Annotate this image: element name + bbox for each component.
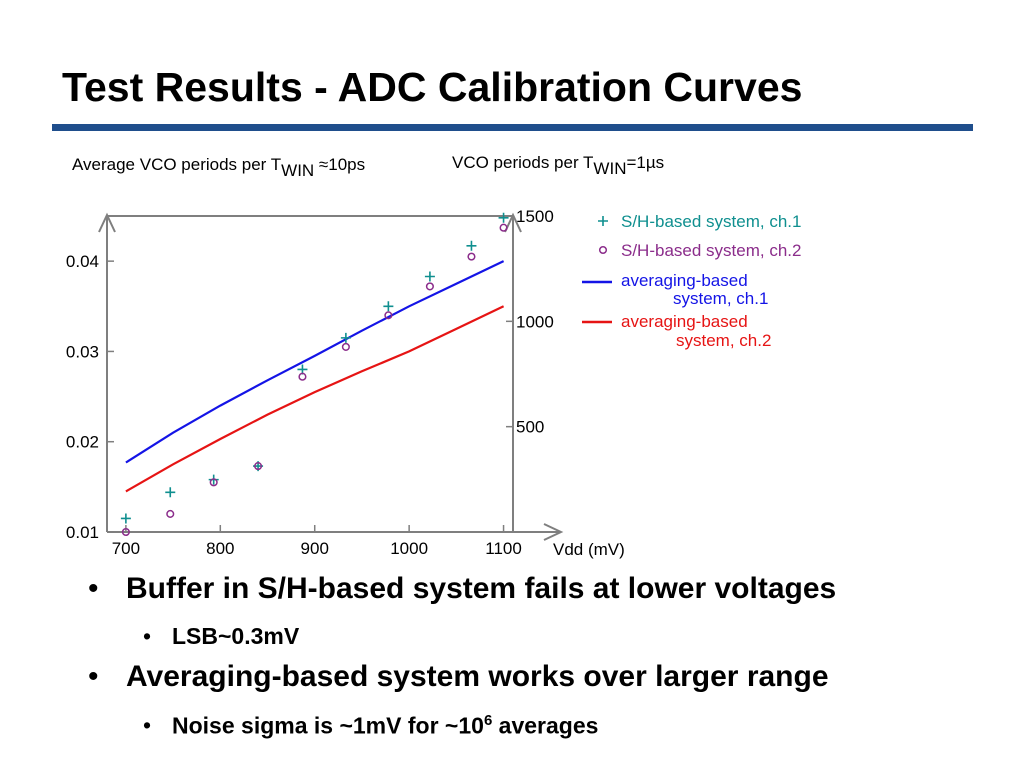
x-axis-label: Vdd (mV): [553, 540, 625, 559]
x-tick-label: 800: [206, 539, 234, 558]
data-point-circle: [384, 311, 393, 320]
data-point-plus: [165, 487, 176, 498]
data-point-circle: [121, 527, 130, 537]
data-point-plus: [383, 301, 394, 312]
data-point-plus: [498, 212, 509, 223]
x-tick-label: 1100: [485, 539, 522, 558]
x-tick-label: 900: [301, 539, 329, 558]
data-point-circle: [209, 478, 218, 487]
x-tick-label: 1000: [390, 539, 428, 558]
left-axis-title: Average VCO periods per TWIN ≈10ps: [72, 155, 365, 180]
data-point-plus: [340, 332, 351, 343]
y2-tick-label: 1000: [516, 312, 554, 331]
y-tick-label: 0.01: [66, 523, 99, 542]
legend-label: averaging-based: [621, 312, 748, 331]
data-point-circle: [425, 282, 434, 291]
data-point-plus: [120, 513, 131, 524]
data-point-circle: [254, 462, 263, 471]
y-tick-label: 0.04: [66, 252, 99, 271]
legend-label: S/H-based system, ch.1: [621, 212, 801, 231]
data-point-circle: [298, 372, 307, 381]
series-line-3: [125, 260, 505, 464]
slide-title: Test Results - ADC Calibration Curves: [62, 64, 803, 110]
data-point-circle: [166, 509, 175, 518]
right-axis-title: VCO periods per TWIN=1µs: [452, 153, 664, 178]
legend-label: system, ch.1: [673, 289, 768, 308]
series-line-4: [125, 305, 505, 493]
legend-marker-plus: [598, 216, 608, 226]
left-axis-arrow: [98, 212, 116, 233]
data-point-circle: [341, 342, 350, 351]
title-rule: [52, 124, 973, 131]
y2-tick-label: 1500: [516, 207, 554, 226]
y2-tick-label: 500: [516, 418, 544, 437]
legend-label: system, ch.2: [676, 331, 771, 350]
data-point-circle: [499, 223, 508, 232]
y-tick-label: 0.03: [66, 342, 99, 361]
data-point-circle: [467, 252, 476, 261]
legend-marker-circle: [598, 245, 608, 255]
legend-label: S/H-based system, ch.2: [621, 241, 801, 260]
y-tick-label: 0.02: [66, 433, 99, 452]
right-axis-arrow: [504, 212, 522, 233]
x-axis-arrow: [543, 523, 564, 541]
legend-label: averaging-based: [621, 271, 748, 290]
data-point-plus: [466, 240, 477, 251]
data-point-plus: [424, 271, 435, 282]
x-tick-label: 700: [112, 539, 140, 558]
